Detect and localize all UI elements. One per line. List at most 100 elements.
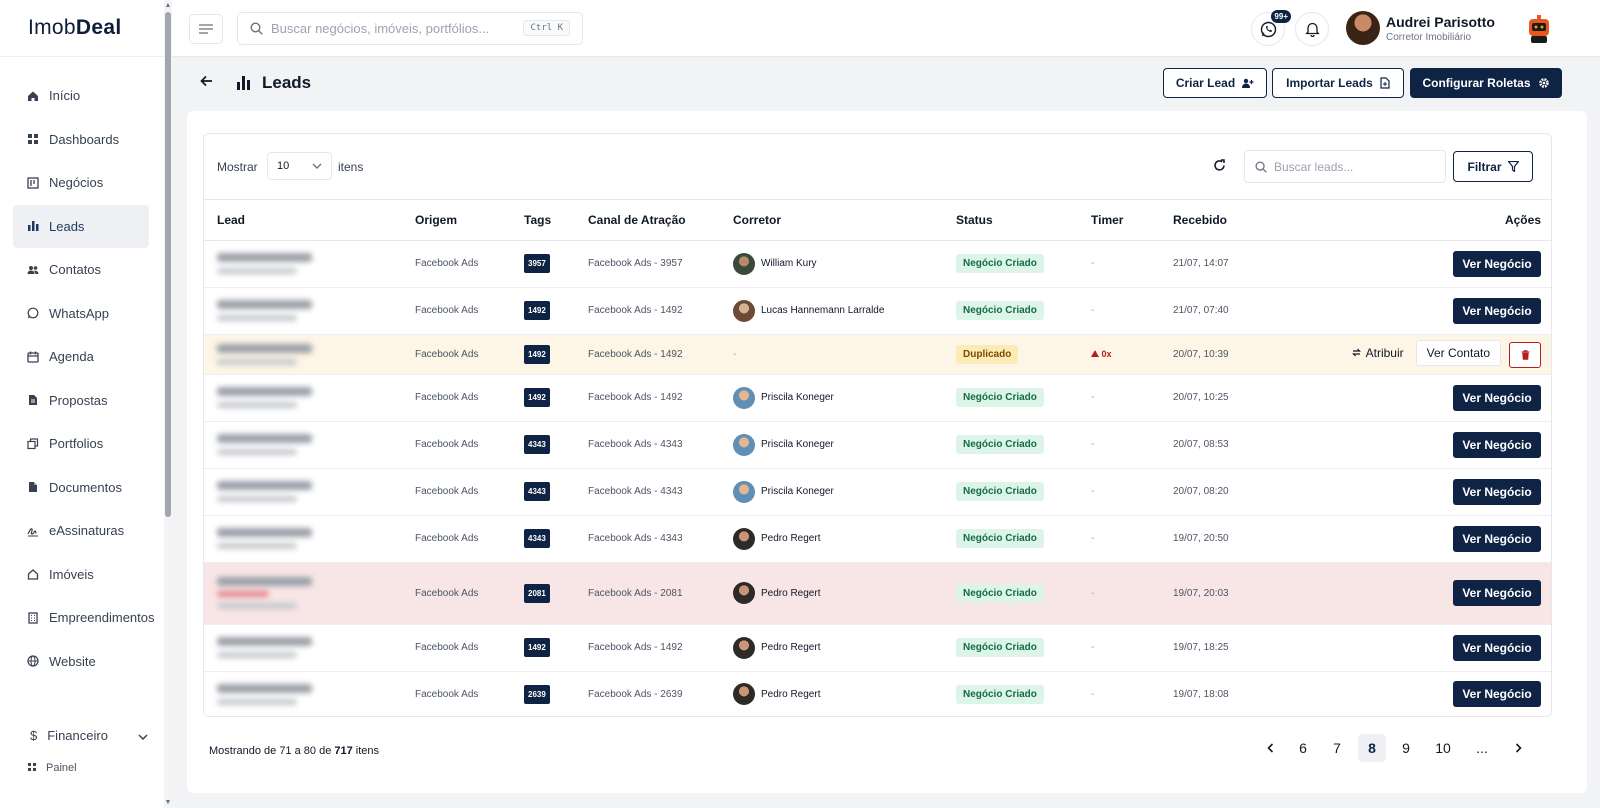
lead-cell[interactable] [204, 562, 415, 625]
lead-search-input[interactable] [1274, 159, 1434, 174]
delete-button[interactable] [1509, 341, 1541, 368]
lead-cell[interactable] [204, 671, 415, 716]
sidebar-item-agenda[interactable]: Agenda [0, 335, 157, 379]
filter-button[interactable]: Filtrar [1453, 151, 1533, 182]
sidebar-item-whatsapp[interactable]: WhatsApp [0, 292, 157, 336]
table-row[interactable]: Facebook Ads 3957 Facebook Ads - 3957 Willi… [204, 240, 1551, 288]
broker-cell: Pedro Regert [733, 683, 956, 705]
table-row[interactable]: Facebook Ads 1492 Facebook Ads - 1492 Prisc… [204, 374, 1551, 422]
lead-cell[interactable] [204, 287, 415, 335]
sidebar-item-financeiro[interactable]: $ Financeiro [0, 728, 164, 743]
lead-cell[interactable] [204, 334, 415, 375]
import-leads-button[interactable]: Importar Leads [1272, 68, 1404, 98]
sidebar-item-website[interactable]: Website [0, 640, 157, 684]
sidebar-item-painel[interactable]: Painel [0, 762, 164, 774]
users-icon [27, 264, 39, 276]
tag-badge: 1492 [524, 344, 550, 364]
scroll-down-icon[interactable]: ▼ [164, 799, 172, 806]
lead-cell[interactable] [204, 374, 415, 422]
page-button[interactable]: 9 [1402, 740, 1410, 756]
view-deal-button[interactable]: Ver Negócio [1453, 525, 1541, 552]
lead-name-blurred [217, 387, 415, 408]
sidebar-item-label: Portfolios [49, 436, 104, 452]
sidebar-item-empreendimentos[interactable]: Empreendimentos [0, 596, 157, 640]
scroll-thumb[interactable] [165, 12, 171, 517]
global-search-input[interactable] [271, 21, 521, 36]
global-search[interactable]: Ctrl K [237, 12, 583, 45]
menu-toggle-button[interactable] [189, 14, 223, 44]
sidebar-item-imoveis[interactable]: Imóveis [0, 553, 157, 597]
actions-cell: Ver Negócio [1313, 515, 1551, 563]
view-deal-button[interactable]: Ver Negócio [1453, 634, 1541, 661]
channel-cell: Facebook Ads - 2639 [588, 671, 733, 716]
scroll-up-icon[interactable]: ▲ [164, 2, 172, 9]
table-row[interactable]: Facebook Ads 1492 Facebook Ads - 1492 Pedro… [204, 624, 1551, 672]
view-deal-button[interactable]: Ver Negócio [1453, 681, 1541, 707]
timer-cell: - [1091, 468, 1173, 516]
notifications-button[interactable] [1295, 12, 1329, 46]
broker-cell: Pedro Regert [733, 636, 956, 659]
sidebar-item-eassinaturas[interactable]: eAssinaturas [0, 509, 157, 553]
view-contact-button[interactable]: Ver Contato [1415, 340, 1501, 367]
table-row[interactable]: Facebook Ads 2081 Facebook Ads - 2081 Pedro… [204, 562, 1551, 625]
pagination-info: Mostrando de 71 a 80 de 717 itens [209, 745, 380, 757]
view-deal-button[interactable]: Ver Negócio [1453, 478, 1541, 505]
page-size-select[interactable]: 10 [267, 152, 332, 180]
lead-cell[interactable] [204, 624, 415, 672]
lead-cell[interactable] [204, 421, 415, 469]
timer-cell: - [1091, 374, 1173, 422]
sidebar-item-negocios[interactable]: Negócios [0, 161, 157, 205]
next-page-button[interactable] [1504, 734, 1532, 762]
lead-cell[interactable] [204, 468, 415, 516]
app-logo[interactable]: Imob Deal [0, 0, 171, 57]
prev-page-button[interactable] [1256, 734, 1284, 762]
table-header-row: Lead Origem Tags Canal de Atração Corretor St… [204, 200, 1551, 241]
channel-cell: Facebook Ads - 1492 [588, 374, 733, 422]
user-plus-icon [1242, 78, 1254, 88]
sidebar-scrollbar[interactable]: ▲ ▼ [164, 0, 172, 808]
view-deal-button[interactable]: Ver Negócio [1453, 580, 1541, 606]
page-button[interactable]: 7 [1333, 740, 1341, 756]
assign-button[interactable]: Atribuir [1351, 346, 1404, 360]
sidebar-item-label: Documentos [49, 479, 122, 495]
page-button[interactable]: 10 [1435, 740, 1451, 756]
lead-cell[interactable] [204, 240, 415, 288]
lead-search[interactable] [1244, 150, 1446, 183]
view-deal-button[interactable]: Ver Negócio [1453, 297, 1541, 324]
view-deal-button[interactable]: Ver Negócio [1453, 250, 1541, 277]
back-button[interactable] [200, 75, 213, 90]
table-row[interactable]: Facebook Ads 2639 Facebook Ads - 2639 Pedro… [204, 671, 1551, 716]
page-button[interactable]: 8 [1358, 734, 1386, 762]
user-menu[interactable]: Audrei Parisotto Corretor Imobiliário [1346, 11, 1495, 45]
view-deal-button[interactable]: Ver Negócio [1453, 431, 1541, 458]
sidebar-item-propostas[interactable]: Propostas [0, 379, 157, 423]
table-toolbar: Mostrar 10 itens Filtrar [204, 134, 1551, 200]
sidebar-item-contatos[interactable]: Contatos [0, 248, 157, 292]
refresh-button[interactable] [1213, 159, 1226, 175]
robot-mascot-icon[interactable] [1524, 13, 1554, 45]
status-cell: Negócio Criado [956, 374, 1091, 422]
sidebar-item-label: eAssinaturas [49, 523, 125, 539]
chevron-down-icon [312, 163, 322, 169]
sidebar-item-leads[interactable]: Leads [13, 204, 149, 248]
table-row[interactable]: Facebook Ads 4343 Facebook Ads - 4343 Pedro… [204, 515, 1551, 563]
sidebar-item-documentos[interactable]: Documentos [0, 466, 157, 510]
table-row[interactable]: Facebook Ads 4343 Facebook Ads - 4343 Prisc… [204, 421, 1551, 469]
configure-roulettes-button[interactable]: Configurar Roletas [1410, 68, 1562, 98]
broker-cell: Pedro Regert [733, 582, 956, 604]
sidebar-item-portfolios[interactable]: Portfolios [0, 422, 157, 466]
create-lead-button[interactable]: Criar Lead [1163, 68, 1267, 98]
lead-cell[interactable] [204, 515, 415, 563]
status-cell: Duplicado [956, 334, 1091, 375]
status-badge: Duplicado [956, 344, 1019, 364]
sidebar-item-dashboards[interactable]: Dashboards [0, 118, 157, 162]
table-row[interactable]: Facebook Ads 4343 Facebook Ads - 4343 Prisc… [204, 468, 1551, 516]
status-badge: Negócio Criado [956, 301, 1044, 320]
view-deal-button[interactable]: Ver Negócio [1453, 384, 1541, 411]
whatsapp-button[interactable]: 99+ [1251, 10, 1291, 46]
sidebar-item-inicio[interactable]: Início [0, 74, 157, 118]
page-button[interactable]: 6 [1299, 740, 1307, 756]
table-row[interactable]: Facebook Ads 1492 Facebook Ads - 1492- Dupl… [204, 334, 1551, 375]
chevron-down-icon [138, 728, 148, 743]
table-row[interactable]: Facebook Ads 1492 Facebook Ads - 1492 Lucas… [204, 287, 1551, 335]
